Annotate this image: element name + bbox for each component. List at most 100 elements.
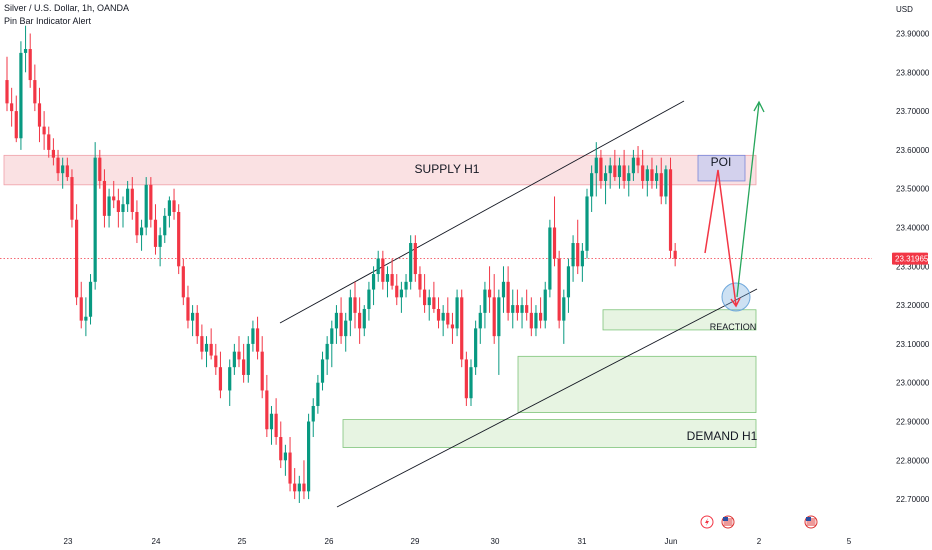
- candle: [576, 243, 580, 267]
- candle: [70, 177, 74, 220]
- candle: [135, 211, 139, 236]
- supply-zone: [3, 154, 757, 186]
- candle: [371, 274, 376, 290]
- candle: [316, 382, 320, 406]
- demand-zone: [342, 419, 757, 448]
- candle: [594, 157, 598, 174]
- candles-layer: [5, 25, 677, 503]
- reaction-label: REACTION: [710, 322, 757, 332]
- candle: [511, 305, 515, 313]
- candle: [102, 180, 107, 216]
- candle: [288, 452, 292, 484]
- candle: [599, 157, 603, 181]
- candle: [307, 421, 311, 492]
- candle: [608, 165, 612, 174]
- poi-zone: [697, 154, 746, 182]
- candle: [450, 324, 455, 329]
- y-tick-label: 22.80000: [896, 456, 930, 465]
- y-tick-label: 23.60000: [896, 146, 930, 155]
- candle: [274, 413, 278, 438]
- candle: [483, 289, 487, 313]
- candle: [200, 336, 204, 352]
- candle: [585, 196, 589, 251]
- candle: [283, 452, 287, 461]
- candle: [566, 266, 571, 298]
- flag-canton: [723, 517, 728, 521]
- candle: [61, 165, 65, 174]
- candle: [376, 258, 380, 275]
- candle: [93, 157, 97, 282]
- candle: [149, 184, 153, 220]
- candle: [88, 281, 93, 317]
- flag-canton: [806, 517, 811, 521]
- candle: [65, 165, 69, 178]
- candle: [209, 343, 213, 356]
- candle: [47, 134, 51, 150]
- candle: [617, 165, 622, 178]
- candle: [590, 173, 594, 197]
- candle: [487, 289, 492, 298]
- reaction-zone: [602, 309, 757, 331]
- candle: [603, 173, 608, 181]
- candle: [251, 328, 255, 344]
- candle: [163, 215, 167, 236]
- chart-title: Silver / U.S. Dollar, 1h, OANDA: [4, 3, 130, 13]
- candle: [404, 281, 408, 290]
- green-arrowhead: [753, 100, 765, 113]
- candle: [181, 266, 185, 298]
- candle: [520, 305, 524, 313]
- candle: [325, 343, 329, 360]
- candle: [302, 483, 306, 492]
- candle: [478, 312, 482, 329]
- candle: [650, 169, 654, 181]
- candle: [320, 359, 325, 383]
- candle: [269, 413, 274, 430]
- candle: [293, 483, 297, 492]
- candle: [191, 312, 195, 321]
- candle: [381, 258, 385, 282]
- candle: [441, 312, 445, 321]
- candle: [385, 274, 390, 282]
- price-axis[interactable]: USD 23.90000 23.80000 23.70000 23.60000 23.50…: [892, 5, 930, 504]
- candle: [529, 312, 533, 329]
- candle: [33, 80, 37, 104]
- candle: [641, 165, 645, 181]
- x-tick-label: 24: [152, 537, 161, 546]
- candle: [186, 297, 190, 321]
- time-axis[interactable]: 23 24 25 26 29 30 31 Jun 2 5: [64, 537, 852, 546]
- candle: [631, 157, 635, 174]
- candle: [539, 312, 543, 321]
- candle: [265, 390, 269, 430]
- candle: [460, 297, 464, 360]
- current-price-badge: [892, 252, 928, 265]
- candle: [548, 227, 552, 290]
- candle: [330, 328, 334, 344]
- candle: [367, 289, 371, 309]
- candle: [668, 169, 673, 251]
- x-tick-label: 31: [578, 537, 587, 546]
- event-icons: [700, 515, 818, 529]
- candle: [501, 281, 506, 298]
- x-tick-label: Jun: [665, 537, 678, 546]
- candle: [237, 351, 241, 360]
- green-arrow: [736, 102, 760, 298]
- candle: [534, 312, 538, 329]
- candle: [413, 243, 417, 275]
- candle: [613, 165, 617, 178]
- candle: [37, 103, 42, 127]
- candle: [627, 173, 631, 181]
- candle: [655, 173, 659, 181]
- candle: [214, 355, 218, 368]
- candle: [246, 343, 250, 375]
- channel-layer: [279, 100, 758, 508]
- candle: [130, 188, 134, 212]
- candle: [571, 243, 575, 267]
- indicator-label[interactable]: Pin Bar Indicator Alert: [4, 16, 92, 26]
- candle: [51, 149, 55, 158]
- candle: [664, 169, 668, 197]
- candle: [464, 359, 468, 399]
- candle: [139, 227, 144, 236]
- candle: [659, 173, 663, 197]
- red-path-arrow: [704, 169, 737, 306]
